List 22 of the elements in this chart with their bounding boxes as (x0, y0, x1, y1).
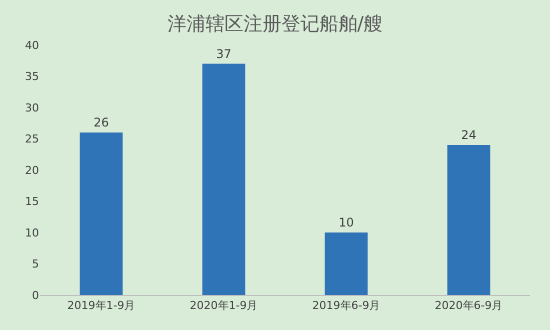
y-tick-label: 35 (25, 70, 39, 84)
x-tick-label: 2020年1-9月 (190, 299, 258, 312)
y-tick-label: 5 (32, 258, 39, 271)
data-label: 26 (94, 116, 109, 130)
y-tick-label: 30 (25, 101, 39, 114)
x-tick-label: 2019年6-9月 (312, 299, 380, 312)
y-tick-label: 25 (25, 132, 39, 146)
data-label: 37 (216, 46, 232, 61)
y-tick-label: 20 (25, 164, 39, 177)
x-tick-label: 2019年1-9月 (67, 299, 136, 312)
chart-title: 洋浦辖区注册登记船舶/艘 (167, 12, 383, 35)
y-tick-label: 10 (25, 226, 39, 240)
data-label: 24 (461, 128, 476, 142)
bar (447, 145, 490, 295)
bar (324, 232, 368, 295)
bar (80, 132, 123, 295)
x-tick-label: 2020年6-9月 (434, 299, 503, 312)
y-tick-label: 0 (32, 288, 39, 302)
y-tick-label: 15 (25, 195, 39, 208)
data-label: 10 (338, 216, 354, 230)
y-tick-label: 40 (25, 38, 39, 52)
bar (202, 64, 246, 295)
